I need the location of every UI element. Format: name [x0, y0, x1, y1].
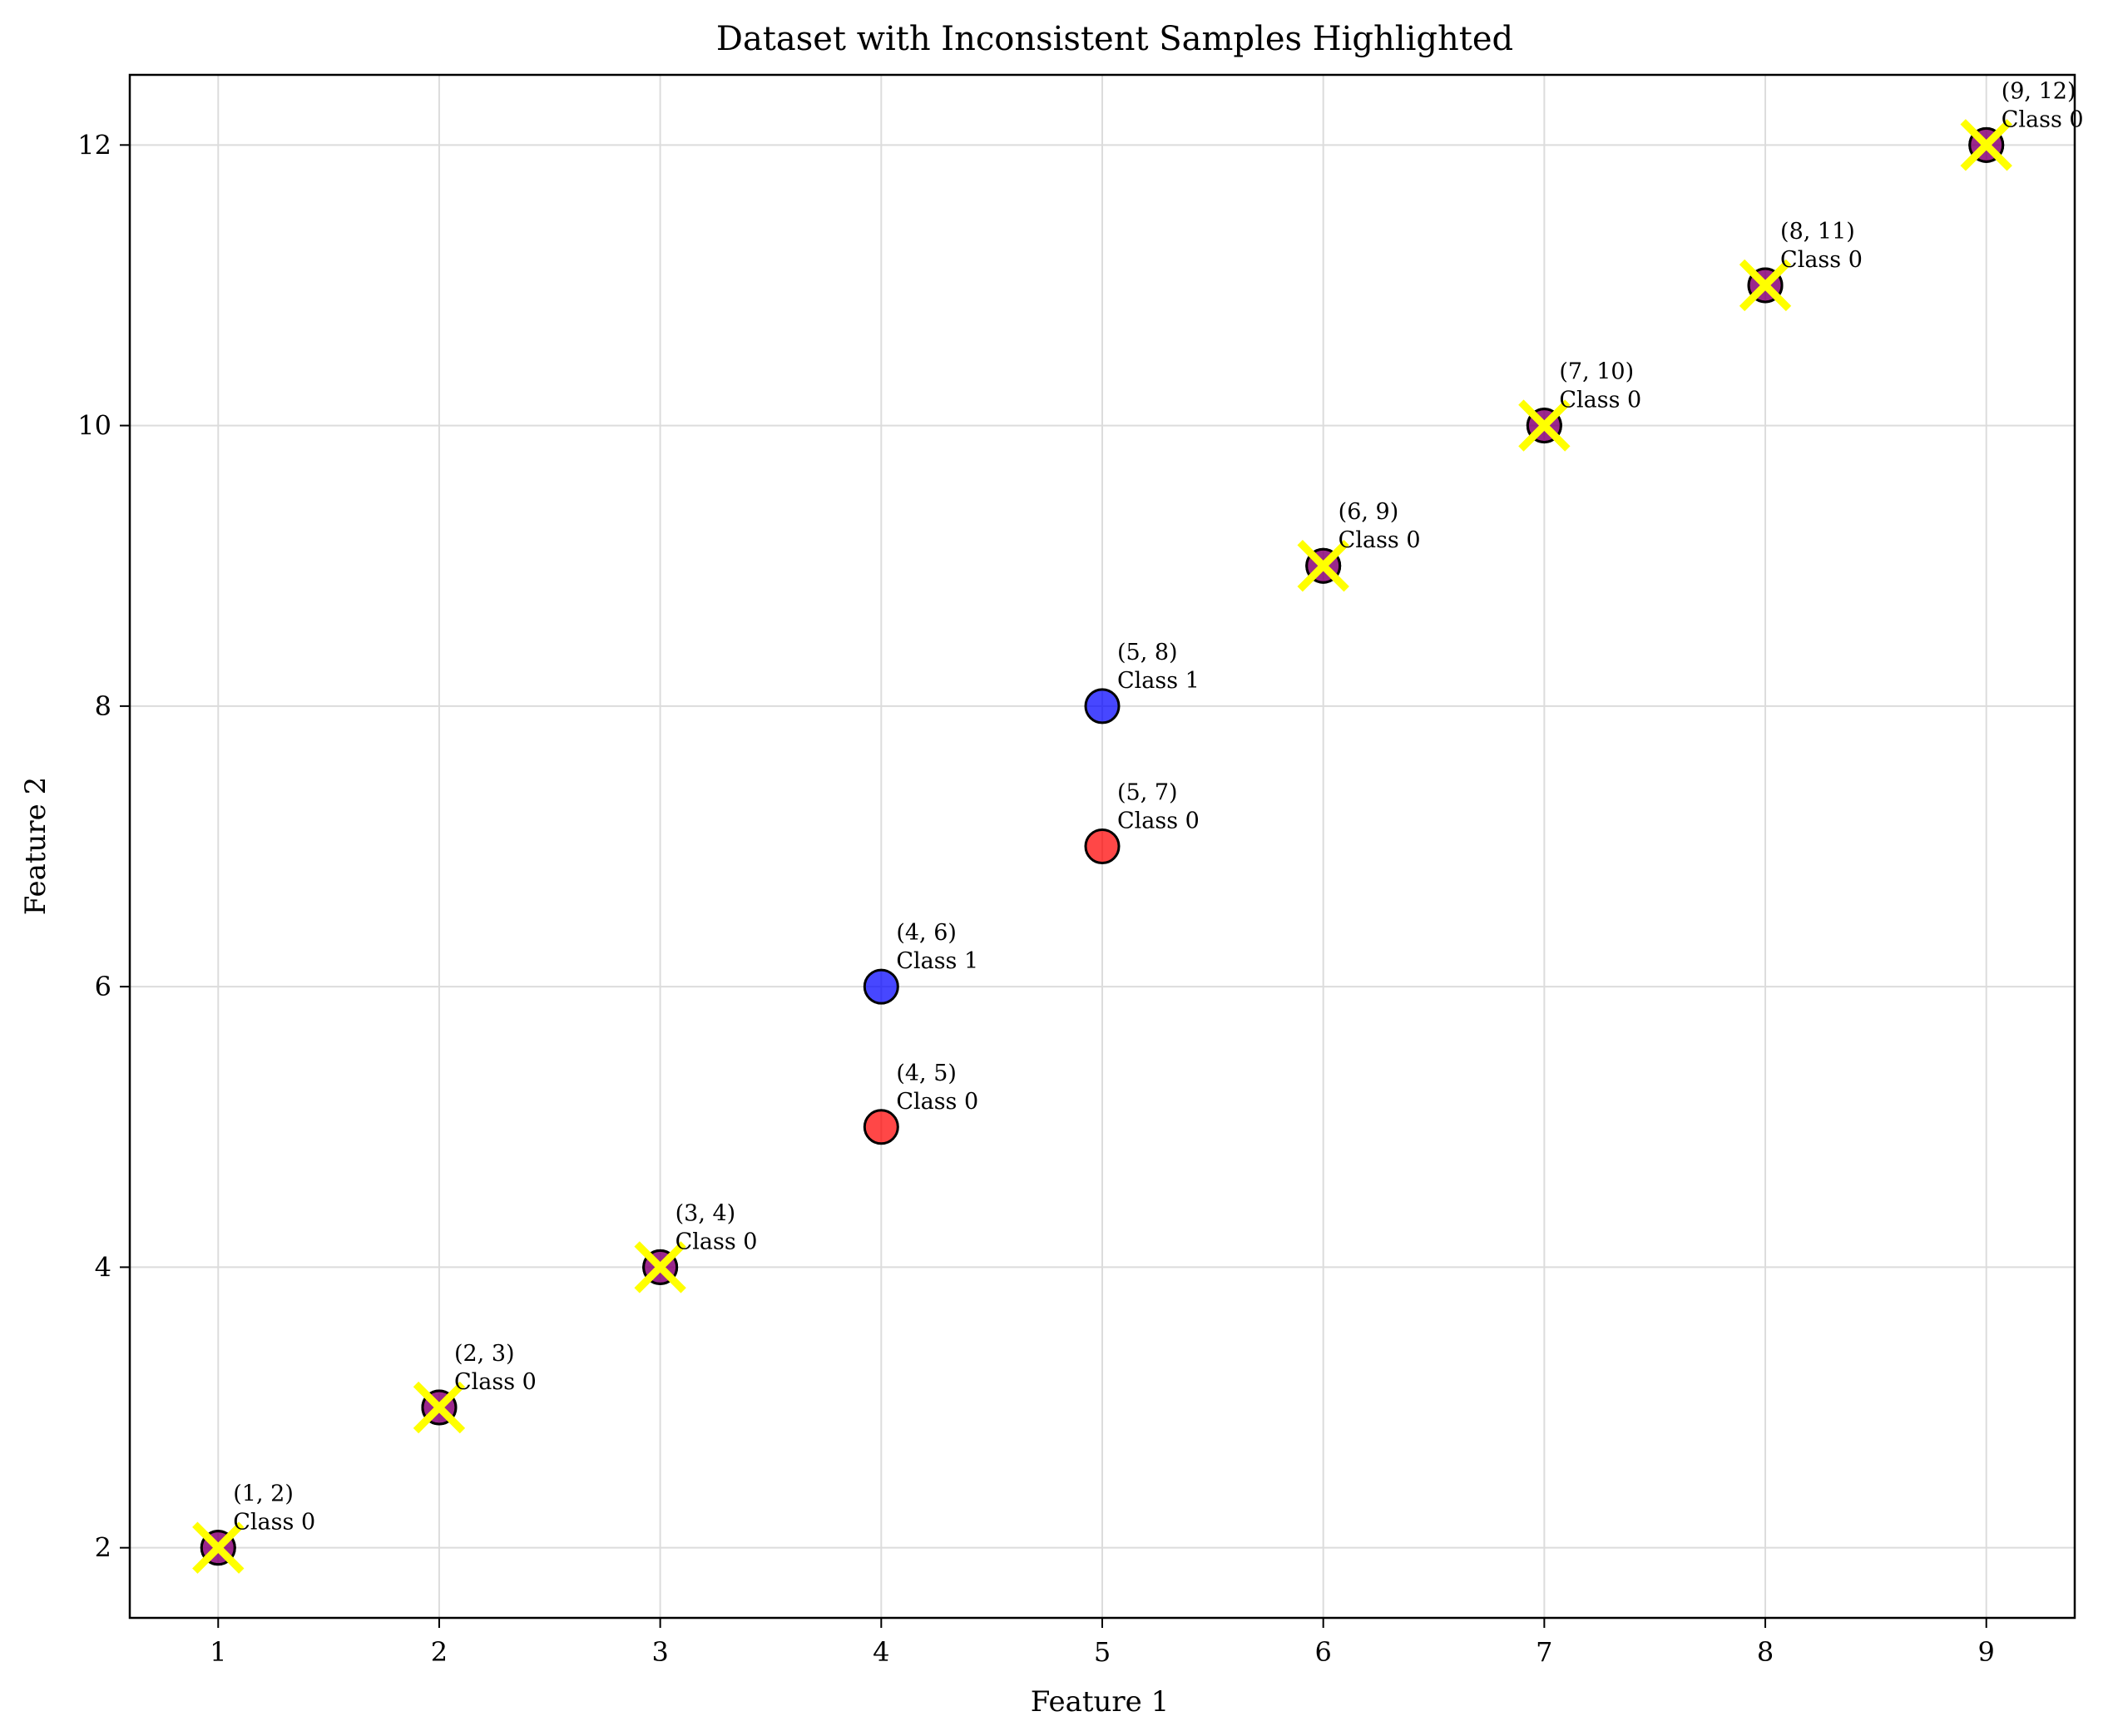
- data-point: [1084, 688, 1121, 725]
- point-coordinate-label: (6, 9): [1339, 499, 1399, 525]
- inconsistent-marker: [1960, 119, 2012, 171]
- x-tick-label: 3: [651, 1636, 668, 1668]
- point-coordinate-label: (7, 10): [1559, 359, 1634, 385]
- x-tick-label: 9: [1978, 1636, 1995, 1668]
- point-coordinate-label: (9, 12): [2002, 78, 2076, 104]
- point-coordinate-label: (2, 3): [454, 1341, 515, 1367]
- y-tick-label: 8: [95, 690, 111, 722]
- annotations-layer: (1, 2)Class 0(2, 3)Class 0(3, 4)Class 0(…: [233, 78, 2083, 1535]
- point-class-label: Class 0: [2002, 106, 2084, 132]
- point-coordinate-label: (4, 5): [896, 1061, 957, 1086]
- x-tick-label: 2: [431, 1636, 448, 1668]
- x-tick-label: 8: [1757, 1636, 1774, 1668]
- y-tick-label: 2: [95, 1532, 111, 1564]
- y-axis-label: Feature 2: [19, 777, 52, 916]
- x-tick-label: 6: [1315, 1636, 1332, 1668]
- point-coordinate-label: (4, 6): [896, 920, 957, 946]
- point-class-label: Class 0: [896, 1089, 978, 1115]
- y-tick-label: 4: [95, 1251, 111, 1283]
- x-tick-label: 4: [873, 1636, 889, 1668]
- y-tick-label: 6: [95, 971, 111, 1002]
- point-class-label: Class 0: [1339, 527, 1421, 553]
- point-coordinate-label: (3, 4): [675, 1200, 736, 1226]
- inconsistent-marker: [413, 1381, 466, 1434]
- inconsistent-marker: [634, 1241, 686, 1293]
- point-coordinate-label: (1, 2): [233, 1481, 294, 1507]
- point-class-label: Class 0: [233, 1510, 315, 1536]
- data-point: [863, 968, 899, 1005]
- y-tick-label: 12: [77, 129, 111, 161]
- point-class-label: Class 0: [454, 1369, 537, 1395]
- x-axis-label: Feature 1: [1031, 1685, 1170, 1719]
- data-point: [1084, 828, 1121, 864]
- x-tick-label: 5: [1094, 1636, 1111, 1668]
- points-layer: [192, 119, 2012, 1574]
- y-tick-label: 10: [77, 410, 111, 442]
- point-class-label: Class 1: [1117, 668, 1200, 694]
- inconsistent-marker: [1739, 259, 1792, 312]
- point-class-label: Class 0: [1780, 247, 1863, 273]
- point-class-label: Class 0: [1559, 388, 1641, 413]
- point-coordinate-label: (8, 11): [1780, 219, 1855, 245]
- point-coordinate-label: (5, 8): [1117, 640, 1178, 665]
- inconsistent-marker: [192, 1521, 245, 1574]
- data-point: [863, 1109, 899, 1145]
- point-class-label: Class 0: [1117, 809, 1200, 834]
- x-tick-label: 1: [210, 1636, 226, 1668]
- x-tick-label: 7: [1536, 1636, 1552, 1668]
- point-coordinate-label: (5, 7): [1117, 780, 1178, 806]
- point-class-label: Class 1: [896, 948, 978, 974]
- point-class-label: Class 0: [675, 1229, 758, 1254]
- inconsistent-marker: [1297, 540, 1349, 592]
- chart-title: Dataset with Inconsistent Samples Highli…: [716, 20, 1513, 58]
- inconsistent-marker: [1518, 399, 1571, 452]
- plot-frame: [128, 73, 2076, 1620]
